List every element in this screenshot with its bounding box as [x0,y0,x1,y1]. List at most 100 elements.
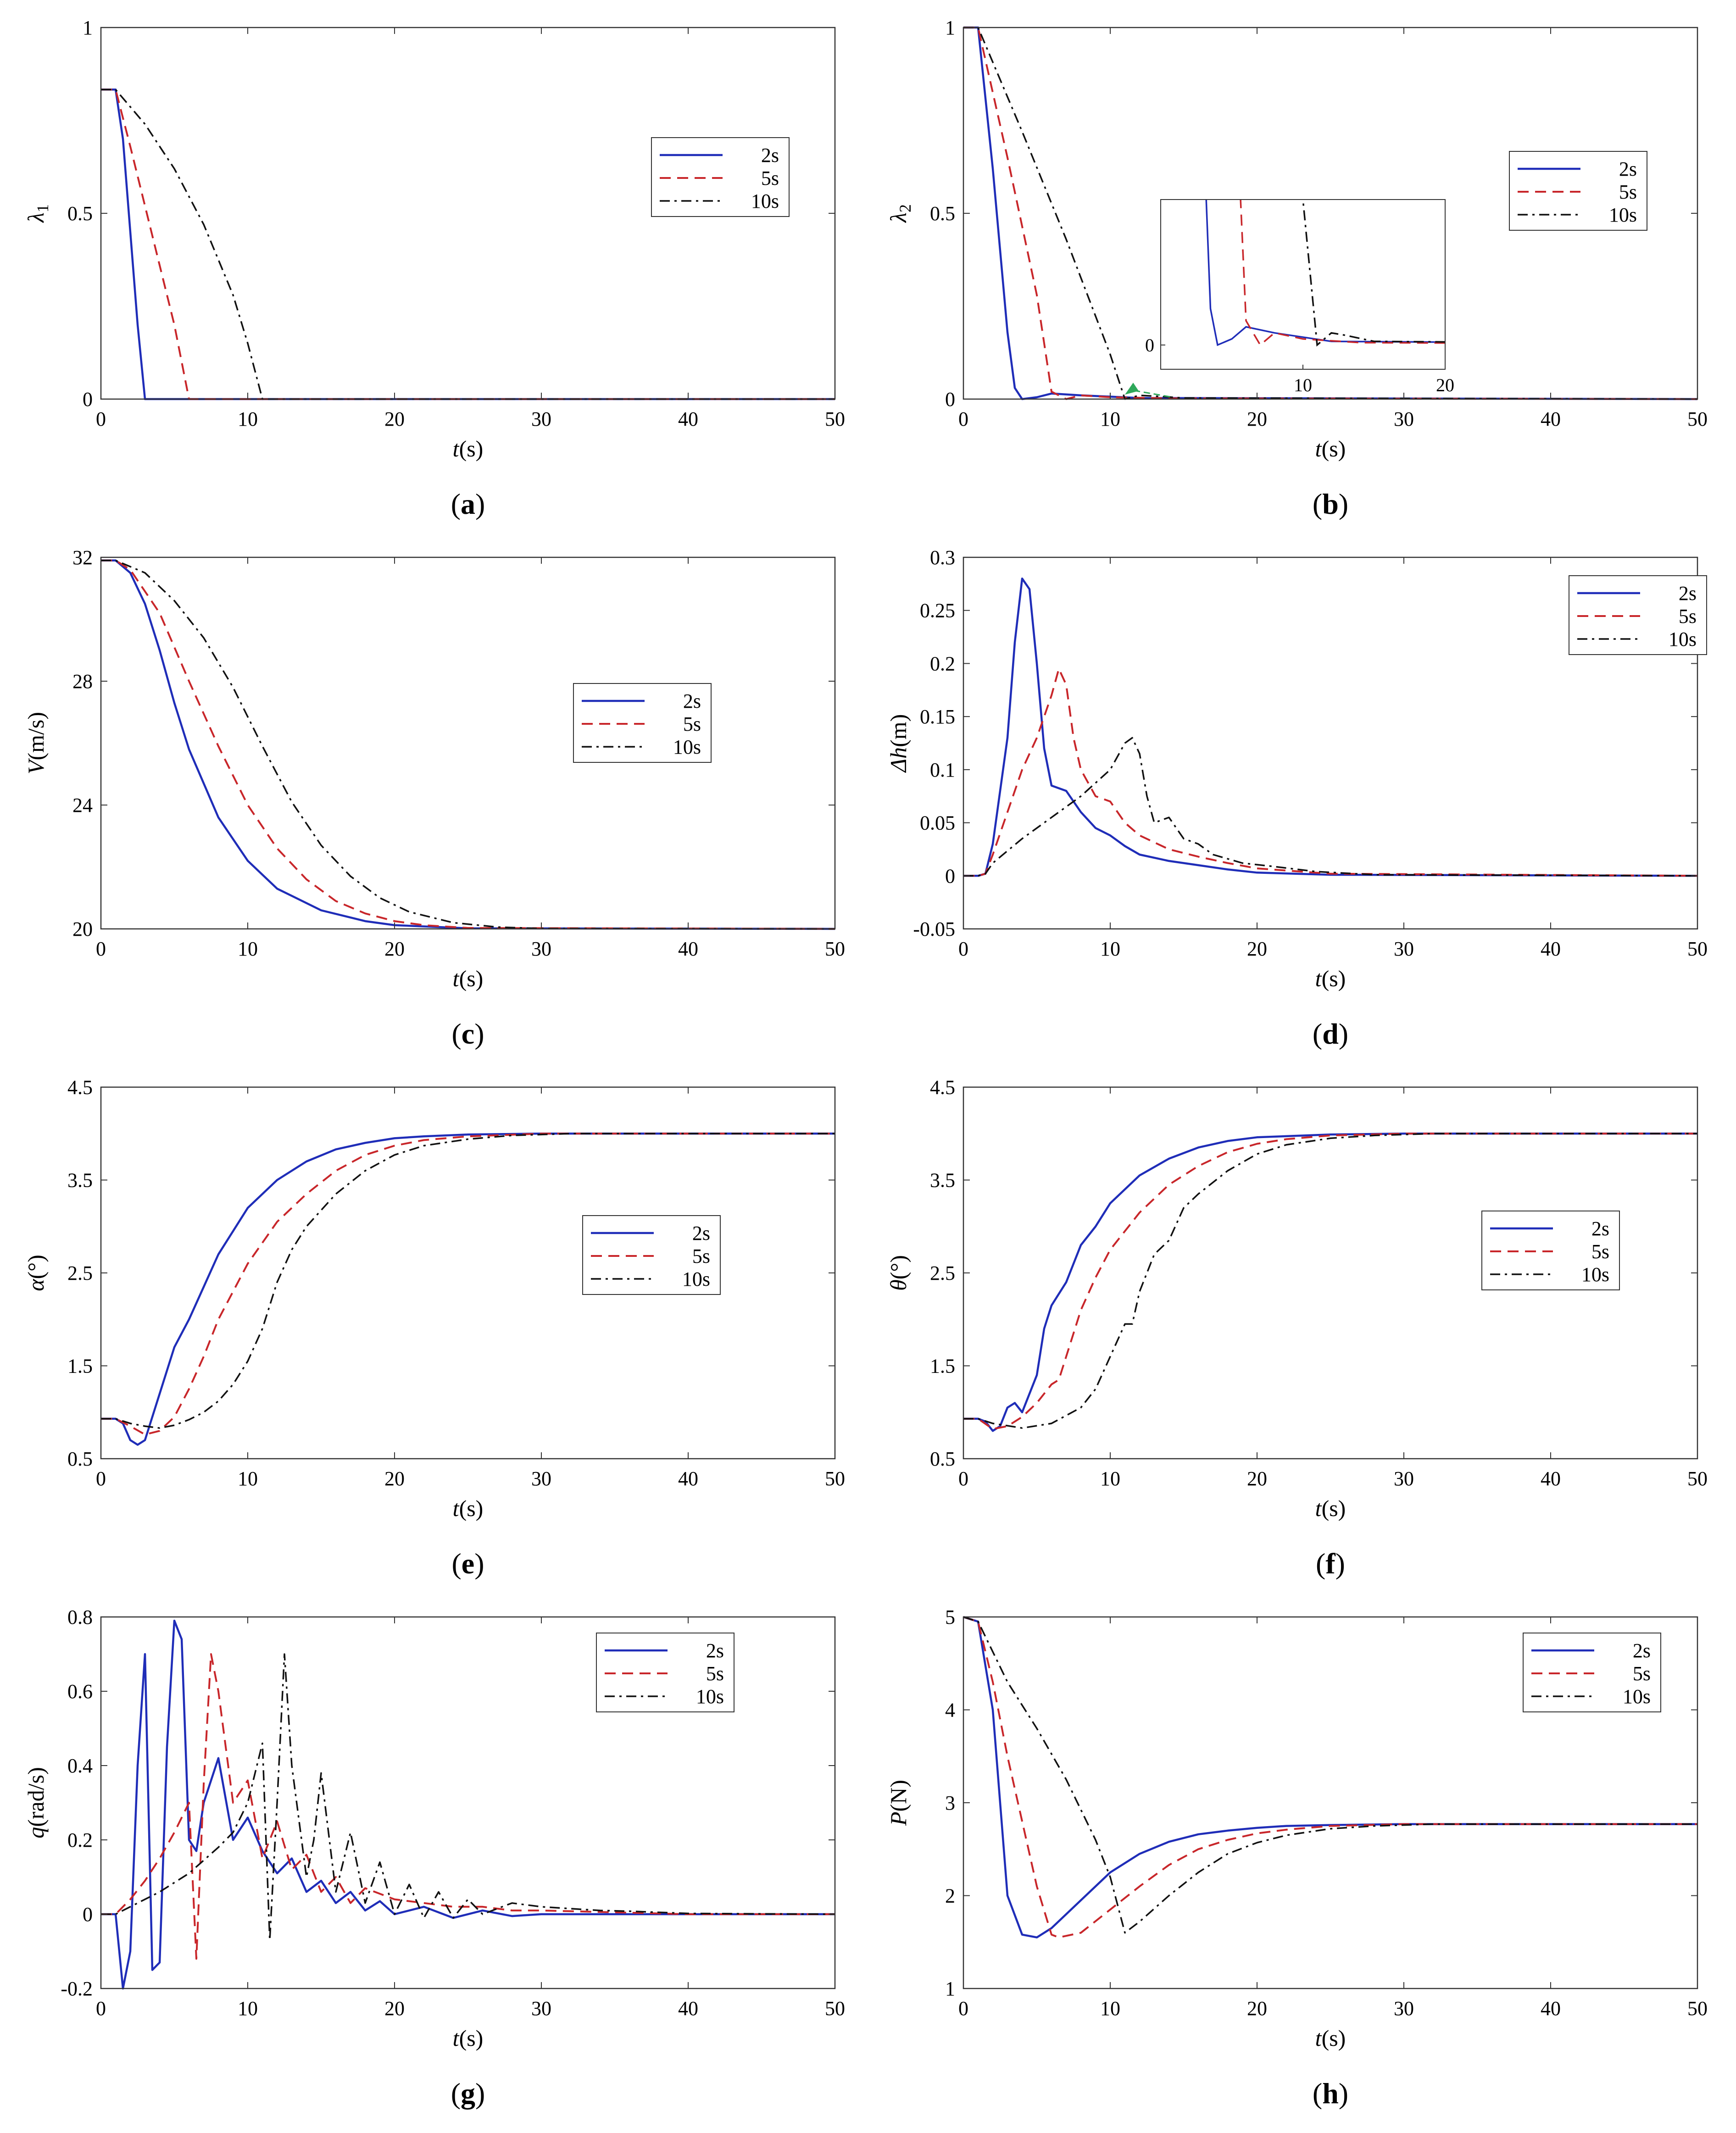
y-tick-label: 0.3 [930,546,955,569]
figure-caption: (f) [1316,1547,1345,1580]
series-group [963,1133,1697,1432]
series-line-5s [963,27,1697,400]
y-tick-label: 0.5 [930,202,955,225]
x-tick-label: 0 [958,1997,968,2020]
series-line-10s [101,89,835,400]
y-axis-label: P(N) [885,1780,911,1826]
series-line-2s [101,89,835,400]
x-tick-label: 20 [384,938,405,960]
x-tick-label: 0 [96,1467,106,1490]
y-tick-label: 0.2 [67,1829,93,1851]
x-tick-label: 40 [678,1997,698,2020]
y-axis-label: V(m/s) [23,712,49,774]
series-line-10s [963,1616,1697,1934]
inset-y-tick-label: 0 [1145,335,1154,356]
figure-caption: (e) [451,1547,484,1580]
x-tick-label: 20 [1247,938,1267,960]
x-tick-label: 10 [1100,1467,1120,1490]
x-tick-label: 30 [531,938,551,960]
y-tick-label: 1 [945,17,955,39]
x-axis-label: t(s) [453,966,484,991]
x-tick-label: 50 [1687,1997,1708,2020]
x-tick-label: 0 [96,1997,106,2020]
x-tick-label: 10 [238,408,258,430]
series-line-10s [101,1133,835,1429]
legend-label-2s: 2s [692,1222,710,1244]
x-axis-label: t(s) [453,1495,484,1521]
series-group [963,1616,1697,1939]
legend-label-5s: 5s [683,713,701,735]
y-tick-label: 24 [72,794,93,817]
legend-label-2s: 2s [1619,158,1637,180]
legend-label-10s: 10s [682,1268,710,1290]
legend-label-5s: 5s [761,167,779,189]
y-axis-label: α(°) [23,1255,49,1291]
y-tick-label: 0.1 [930,759,955,781]
x-tick-label: 50 [825,1467,845,1490]
x-axis-label: t(s) [1315,436,1346,461]
series-group [101,1619,835,1990]
inset-background [1161,200,1445,369]
legend-label-10s: 10s [1669,628,1697,650]
y-tick-label: 0.4 [67,1755,93,1777]
y-tick-label: 32 [72,546,93,569]
inset-series-line-2s [1205,200,1445,346]
y-tick-label: 28 [72,670,93,693]
figure-caption: (g) [451,2077,485,2110]
y-tick-label: 2.5 [930,1262,955,1284]
x-tick-label: 10 [238,938,258,960]
x-tick-label: 30 [1394,1467,1414,1490]
series-group [101,1133,835,1446]
y-tick-label: 0.15 [920,705,955,728]
y-tick-label: 2.5 [67,1262,93,1284]
y-tick-label: 1.5 [67,1355,93,1378]
series-line-2s [101,1133,835,1446]
legend-label-5s: 5s [1591,1240,1609,1263]
inset-zoom: 10 20 0 [1125,199,1454,398]
y-tick-label: 0.8 [67,1606,93,1628]
chart-panel-e: 0 10 20 30 40 50 0.5 1.5 2.5 3.5 4.5 t(s) α(°) 2s5s10… [23,1076,845,1580]
figure-caption: (c) [451,1017,484,1050]
x-tick-label: 50 [1687,408,1708,430]
legend-label-5s: 5s [1619,181,1637,203]
y-tick-label: 0.2 [930,652,955,675]
x-tick-label: 20 [384,408,405,430]
y-tick-label: 0.25 [920,600,955,622]
x-tick-label: 0 [958,1467,968,1490]
x-tick-label: 10 [1100,1997,1120,2020]
x-tick-label: 50 [1687,1467,1708,1490]
plot-frame [100,556,836,930]
x-axis-label: t(s) [1315,2025,1346,2051]
series-line-5s [101,559,835,930]
series-line-5s [101,1653,835,1960]
y-tick-label: 3.5 [67,1169,93,1192]
series-line-5s [101,89,835,400]
legend-label-10s: 10s [696,1685,724,1708]
y-tick-label: 0 [83,388,93,411]
inset-x-tick-label: 10 [1294,375,1312,395]
legend-label-10s: 10s [673,736,701,758]
series-group [101,559,835,930]
inset-x-tick-label: 20 [1436,375,1454,395]
chart-panel-f: 0 10 20 30 40 50 0.5 1.5 2.5 3.5 4.5 t(s) θ(°) 2s5s10… [885,1076,1708,1580]
series-group [963,578,1697,877]
x-tick-label: 30 [1394,408,1414,430]
x-tick-label: 0 [96,938,106,960]
series-line-5s [963,1616,1697,1939]
y-axis-label: λ2 [885,204,914,223]
figure-caption: (h) [1313,2077,1348,2110]
y-tick-label: 4.5 [67,1076,93,1099]
x-tick-label: 10 [238,1997,258,2020]
figure-caption: (b) [1313,488,1348,520]
x-tick-label: 10 [238,1467,258,1490]
x-tick-label: 20 [1247,1467,1267,1490]
y-tick-label: 0 [83,1903,93,1926]
x-axis-label: t(s) [1315,966,1346,991]
chart-panel-d: 0 10 20 30 40 50-0.0500.050.10.150.20.250.3t(… [885,546,1708,1050]
y-tick-label: 0.5 [67,202,93,225]
series-line-10s [101,560,835,930]
